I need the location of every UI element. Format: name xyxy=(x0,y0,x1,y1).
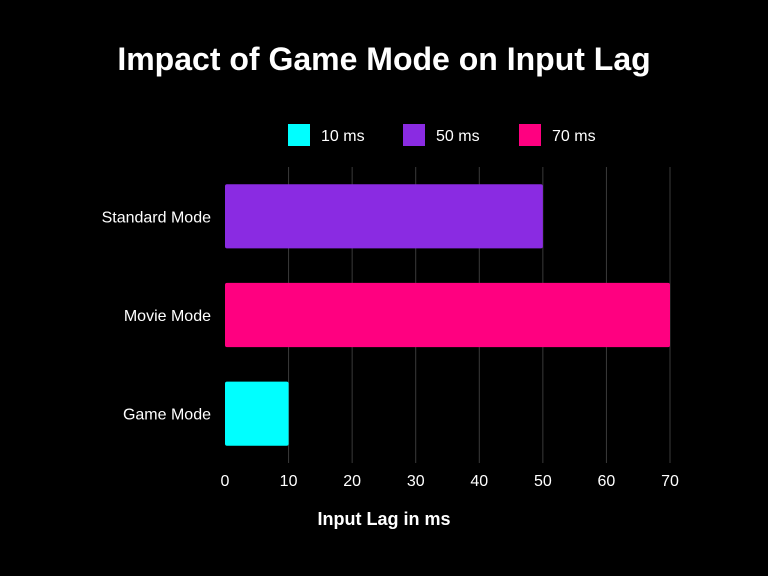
x-tick-60: 60 xyxy=(598,473,616,490)
legend-swatch-50-ms xyxy=(403,124,425,146)
legend-swatch-10-ms xyxy=(288,124,310,146)
x-tick-70: 70 xyxy=(661,473,679,490)
x-tick-labels: 0 10 20 30 40 50 60 70 xyxy=(221,473,679,490)
legend-label-70-ms: 70 ms xyxy=(552,128,596,145)
x-tick-40: 40 xyxy=(470,473,488,490)
bar-game-mode xyxy=(225,381,289,446)
x-tick-20: 20 xyxy=(343,473,361,490)
category-label-standard-mode: Standard Mode xyxy=(102,209,212,226)
x-tick-50: 50 xyxy=(534,473,552,490)
legend: 10 ms 50 ms 70 ms xyxy=(288,124,596,146)
x-tick-0: 0 xyxy=(221,473,230,490)
bar-standard-mode xyxy=(225,184,543,249)
bars xyxy=(225,184,670,446)
x-tick-30: 30 xyxy=(407,473,425,490)
x-tick-10: 10 xyxy=(280,473,298,490)
chart-title: Impact of Game Mode on Input Lag xyxy=(117,41,650,77)
category-label-movie-mode: Movie Mode xyxy=(124,308,211,325)
legend-swatch-70-ms xyxy=(519,124,541,146)
bar-movie-mode xyxy=(225,282,670,348)
category-label-game-mode: Game Mode xyxy=(123,407,211,424)
legend-label-10-ms: 10 ms xyxy=(321,128,365,145)
x-axis-label: Input Lag in ms xyxy=(318,509,451,529)
category-labels: Standard Mode Movie Mode Game Mode xyxy=(102,209,212,423)
legend-label-50-ms: 50 ms xyxy=(436,128,480,145)
